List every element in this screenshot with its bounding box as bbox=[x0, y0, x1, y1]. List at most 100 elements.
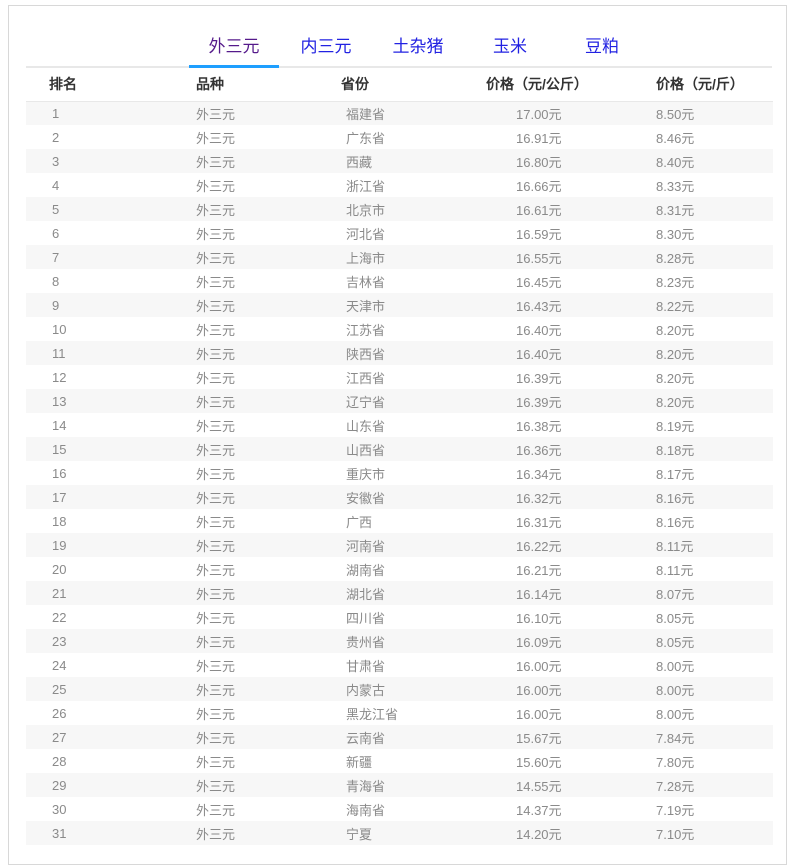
price-kg-cell: 16.66元 bbox=[516, 178, 562, 194]
province-cell: 上海市 bbox=[346, 250, 386, 266]
price-jin-cell: 8.18元 bbox=[656, 442, 695, 458]
price-jin-cell: 8.20元 bbox=[656, 346, 695, 362]
price-jin-cell: 8.33元 bbox=[656, 178, 695, 194]
breed-cell: 外三元 bbox=[196, 298, 236, 314]
breed-cell: 外三元 bbox=[196, 778, 236, 794]
breed-cell: 外三元 bbox=[196, 346, 236, 362]
province-cell: 辽宁省 bbox=[346, 394, 386, 410]
province-cell: 河北省 bbox=[346, 226, 386, 242]
column-header-breed: 品种 bbox=[176, 68, 321, 102]
price-jin-cell: 8.16元 bbox=[656, 514, 695, 530]
price-kg-cell: 16.40元 bbox=[516, 322, 562, 338]
table-row: 9 外三元 天津市 16.43元 8.22元 bbox=[26, 293, 773, 317]
table-row: 25 外三元 内蒙古 16.00元 8.00元 bbox=[26, 677, 773, 701]
province-cell: 河南省 bbox=[346, 538, 386, 554]
price-kg-cell: 15.60元 bbox=[516, 754, 562, 770]
price-table: 排名 品种 省份 价格（元/公斤） 价格（元/斤） 1 外三元 福建省 17.00元 8.50元… bbox=[26, 68, 773, 845]
price-kg-cell: 16.36元 bbox=[516, 442, 562, 458]
breed-cell: 外三元 bbox=[196, 274, 236, 290]
province-cell: 湖北省 bbox=[346, 586, 386, 602]
rank-cell: 27 bbox=[52, 729, 67, 745]
rank-cell: 11 bbox=[52, 345, 66, 361]
province-cell: 福建省 bbox=[346, 106, 386, 122]
tab-neisanyuan[interactable]: 内三元 bbox=[300, 37, 352, 56]
tab-yumi[interactable]: 玉米 bbox=[493, 37, 527, 56]
province-cell: 浙江省 bbox=[346, 178, 386, 194]
price-kg-cell: 14.55元 bbox=[516, 778, 562, 794]
price-kg-cell: 16.31元 bbox=[516, 514, 562, 530]
table-row: 20 外三元 湖南省 16.21元 8.11元 bbox=[26, 557, 773, 581]
tab-tuzazhu[interactable]: 土杂猪 bbox=[392, 37, 444, 56]
breed-cell: 外三元 bbox=[196, 178, 236, 194]
price-kg-cell: 16.00元 bbox=[516, 706, 562, 722]
rank-cell: 21 bbox=[52, 585, 67, 601]
breed-cell: 外三元 bbox=[196, 490, 236, 506]
table-row: 12 外三元 江西省 16.39元 8.20元 bbox=[26, 365, 773, 389]
tab-list: 外三元 内三元 土杂猪 玉米 豆粕 bbox=[64, 26, 772, 68]
province-cell: 新疆 bbox=[346, 754, 373, 770]
price-kg-cell: 16.39元 bbox=[516, 394, 562, 410]
breed-cell: 外三元 bbox=[196, 442, 236, 458]
table-header-row: 排名 品种 省份 价格（元/公斤） 价格（元/斤） bbox=[26, 68, 773, 102]
price-kg-cell: 17.00元 bbox=[516, 106, 562, 122]
table-row: 7 外三元 上海市 16.55元 8.28元 bbox=[26, 245, 773, 269]
table-row: 21 外三元 湖北省 16.14元 8.07元 bbox=[26, 581, 773, 605]
price-jin-cell: 7.84元 bbox=[656, 730, 695, 746]
rank-cell: 26 bbox=[52, 705, 67, 721]
price-jin-cell: 8.07元 bbox=[656, 586, 695, 602]
price-kg-cell: 16.39元 bbox=[516, 370, 562, 386]
table-row: 28 外三元 新疆 15.60元 7.80元 bbox=[26, 749, 773, 773]
table-row: 30 外三元 海南省 14.37元 7.19元 bbox=[26, 797, 773, 821]
tab-waisanyuan[interactable]: 外三元 bbox=[188, 26, 280, 68]
province-cell: 云南省 bbox=[346, 730, 386, 746]
price-jin-cell: 7.28元 bbox=[656, 778, 695, 794]
breed-cell: 外三元 bbox=[196, 466, 236, 482]
table-row: 23 外三元 贵州省 16.09元 8.05元 bbox=[26, 629, 773, 653]
table-row: 2 外三元 广东省 16.91元 8.46元 bbox=[26, 125, 773, 149]
breed-cell: 外三元 bbox=[196, 634, 236, 650]
breed-cell: 外三元 bbox=[196, 202, 236, 218]
price-kg-cell: 16.00元 bbox=[516, 682, 562, 698]
price-kg-cell: 16.45元 bbox=[516, 274, 562, 290]
province-cell: 江西省 bbox=[346, 370, 386, 386]
table-row: 15 外三元 山西省 16.36元 8.18元 bbox=[26, 437, 773, 461]
province-cell: 吉林省 bbox=[346, 274, 386, 290]
province-cell: 甘肃省 bbox=[346, 658, 386, 674]
table-row: 26 外三元 黑龙江省 16.00元 8.00元 bbox=[26, 701, 773, 725]
price-jin-cell: 7.19元 bbox=[656, 802, 695, 818]
table-row: 14 外三元 山东省 16.38元 8.19元 bbox=[26, 413, 773, 437]
province-cell: 海南省 bbox=[346, 802, 386, 818]
rank-cell: 10 bbox=[52, 321, 67, 337]
province-cell: 重庆市 bbox=[346, 466, 386, 482]
table-row: 27 外三元 云南省 15.67元 7.84元 bbox=[26, 725, 773, 749]
price-kg-cell: 16.61元 bbox=[516, 202, 562, 218]
province-cell: 广东省 bbox=[346, 130, 386, 146]
province-cell: 湖南省 bbox=[346, 562, 386, 578]
rank-cell: 16 bbox=[52, 465, 67, 481]
price-jin-cell: 8.05元 bbox=[656, 634, 695, 650]
rank-cell: 22 bbox=[52, 609, 67, 625]
table-row: 3 外三元 西藏 16.80元 8.40元 bbox=[26, 149, 773, 173]
rank-cell: 6 bbox=[52, 225, 60, 241]
rank-cell: 8 bbox=[52, 273, 60, 289]
province-cell: 四川省 bbox=[346, 610, 386, 626]
tab-doupo[interactable]: 豆粕 bbox=[585, 37, 619, 56]
price-jin-cell: 8.00元 bbox=[656, 682, 695, 698]
province-cell: 江苏省 bbox=[346, 322, 386, 338]
price-jin-cell: 8.16元 bbox=[656, 490, 695, 506]
price-jin-cell: 8.05元 bbox=[656, 610, 695, 626]
price-kg-cell: 14.20元 bbox=[516, 826, 562, 842]
price-jin-cell: 8.11元 bbox=[656, 538, 694, 554]
breed-cell: 外三元 bbox=[196, 826, 236, 842]
price-kg-cell: 16.38元 bbox=[516, 418, 562, 434]
province-cell: 青海省 bbox=[346, 778, 386, 794]
breed-cell: 外三元 bbox=[196, 514, 236, 530]
breed-cell: 外三元 bbox=[196, 130, 236, 146]
rank-cell: 31 bbox=[52, 825, 67, 841]
rank-cell: 14 bbox=[52, 417, 67, 433]
breed-cell: 外三元 bbox=[196, 706, 236, 722]
province-cell: 广西 bbox=[346, 514, 373, 530]
breed-cell: 外三元 bbox=[196, 658, 236, 674]
province-cell: 山西省 bbox=[346, 442, 386, 458]
rank-cell: 25 bbox=[52, 681, 67, 697]
